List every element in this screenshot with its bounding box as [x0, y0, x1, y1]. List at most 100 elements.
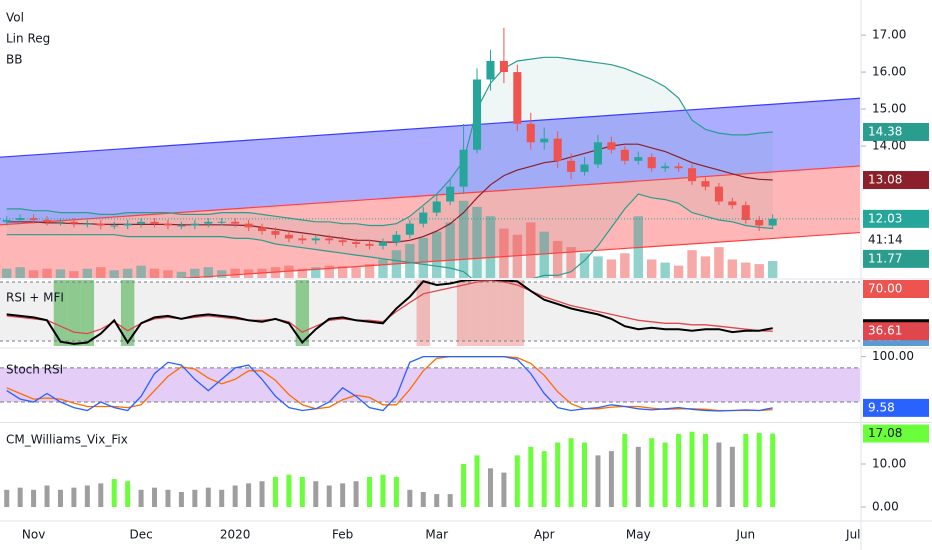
- value-box-label: 12.03: [868, 211, 902, 225]
- vix-bar: [420, 491, 426, 508]
- candle-body: [96, 223, 105, 226]
- vix-bar: [743, 433, 749, 508]
- candle-body: [110, 225, 119, 227]
- candle-body: [56, 221, 65, 223]
- pane-title: CM_Williams_Vix_Fix: [6, 433, 128, 447]
- candle-body: [2, 219, 11, 222]
- volume-bar: [418, 237, 428, 278]
- vix-bar: [434, 494, 440, 508]
- x-tick-label: Apr: [534, 528, 555, 542]
- vix-bar: [353, 481, 359, 508]
- linreg-lower-fill: [0, 165, 860, 278]
- vix-bar: [71, 487, 77, 508]
- candle-body: [580, 164, 589, 172]
- x-tick-label: Dec: [129, 528, 152, 542]
- linreg-line: [0, 97, 860, 158]
- vix-bar: [582, 442, 588, 508]
- candle-body: [123, 223, 132, 226]
- vix-bar: [555, 442, 561, 508]
- candle-body: [661, 166, 670, 169]
- vix-bar: [541, 451, 547, 508]
- value-box: [863, 398, 929, 417]
- vix-bar: [461, 464, 467, 508]
- value-box-label: 70.00: [868, 282, 902, 296]
- candle-body: [392, 234, 401, 243]
- bb-fill: [6, 57, 773, 278]
- indicator-line: [6, 355, 773, 412]
- oversold-highlight: [80, 280, 95, 346]
- y-tick-label: 10.00: [872, 457, 906, 471]
- candle-body: [647, 157, 656, 169]
- volume-bar: [432, 231, 442, 278]
- value-box: [863, 122, 929, 141]
- vix-bar: [259, 481, 265, 508]
- volume-bar: [566, 247, 576, 278]
- vix-bar: [178, 491, 184, 508]
- volume-bar: [190, 268, 200, 278]
- candle-body: [701, 181, 710, 187]
- vix-bar: [487, 468, 493, 508]
- volume-bar: [311, 267, 321, 278]
- vix-bar: [219, 489, 225, 508]
- vix-bar: [138, 489, 144, 508]
- bb-lower: [6, 193, 773, 278]
- candle-body: [540, 138, 549, 143]
- oversold-highlight: [53, 280, 68, 346]
- volume-bar: [284, 265, 294, 278]
- countdown: 41:14: [868, 232, 903, 246]
- value-box: [863, 171, 929, 190]
- volume-bar: [472, 206, 482, 278]
- volume-bar: [176, 271, 187, 278]
- candle-body: [150, 221, 159, 224]
- volume-bar: [552, 240, 563, 278]
- vix-bar: [17, 487, 23, 508]
- volume-bar: [28, 270, 39, 278]
- volume-bar: [203, 267, 213, 278]
- candle-body: [741, 205, 750, 220]
- volume-bar: [69, 271, 79, 278]
- vix-bar: [595, 455, 601, 508]
- value-box-label: 17.08: [868, 426, 902, 440]
- x-tick-label: May: [626, 528, 651, 542]
- volume-bar: [485, 216, 496, 278]
- value-box-label: 36.61: [868, 324, 902, 338]
- candle-body: [258, 227, 267, 232]
- value-box: [863, 322, 929, 341]
- candle-body: [43, 219, 52, 222]
- candle-body: [83, 223, 92, 225]
- volume-bar: [606, 259, 617, 278]
- volume-bar: [714, 247, 724, 278]
- candle-body: [217, 221, 226, 223]
- vix-bar: [608, 451, 614, 508]
- candle-body: [768, 218, 777, 226]
- value-box: [863, 424, 929, 443]
- vix-bar: [205, 487, 211, 508]
- candle-body: [137, 221, 146, 224]
- volume-bar: [767, 261, 778, 278]
- vix-bar: [501, 472, 507, 508]
- candle-body: [298, 238, 307, 241]
- bb-upper: [6, 56, 773, 227]
- y-tick-label: 100.00: [872, 349, 914, 363]
- volume-bar: [647, 259, 657, 278]
- candle-body: [204, 221, 213, 224]
- candle-body: [486, 60, 495, 80]
- vix-bar: [716, 442, 722, 508]
- candle-body: [714, 186, 723, 202]
- vix-bar: [111, 479, 117, 508]
- pane-title: RSI + MFI: [6, 291, 64, 305]
- candle-body: [271, 231, 280, 235]
- volume-bar: [217, 270, 227, 278]
- candle-body: [69, 221, 78, 224]
- vix-bar: [272, 476, 278, 508]
- band-fill: [0, 367, 860, 402]
- vix-bar: [689, 431, 695, 508]
- x-tick-label: Mar: [425, 528, 448, 542]
- rsi-pane: [0, 280, 860, 346]
- candle-body: [526, 123, 535, 143]
- candle-body: [338, 240, 347, 243]
- legend-item: Lin Reg: [6, 32, 50, 46]
- value-box-label: 11.77: [868, 251, 902, 265]
- volume-bar: [163, 270, 173, 278]
